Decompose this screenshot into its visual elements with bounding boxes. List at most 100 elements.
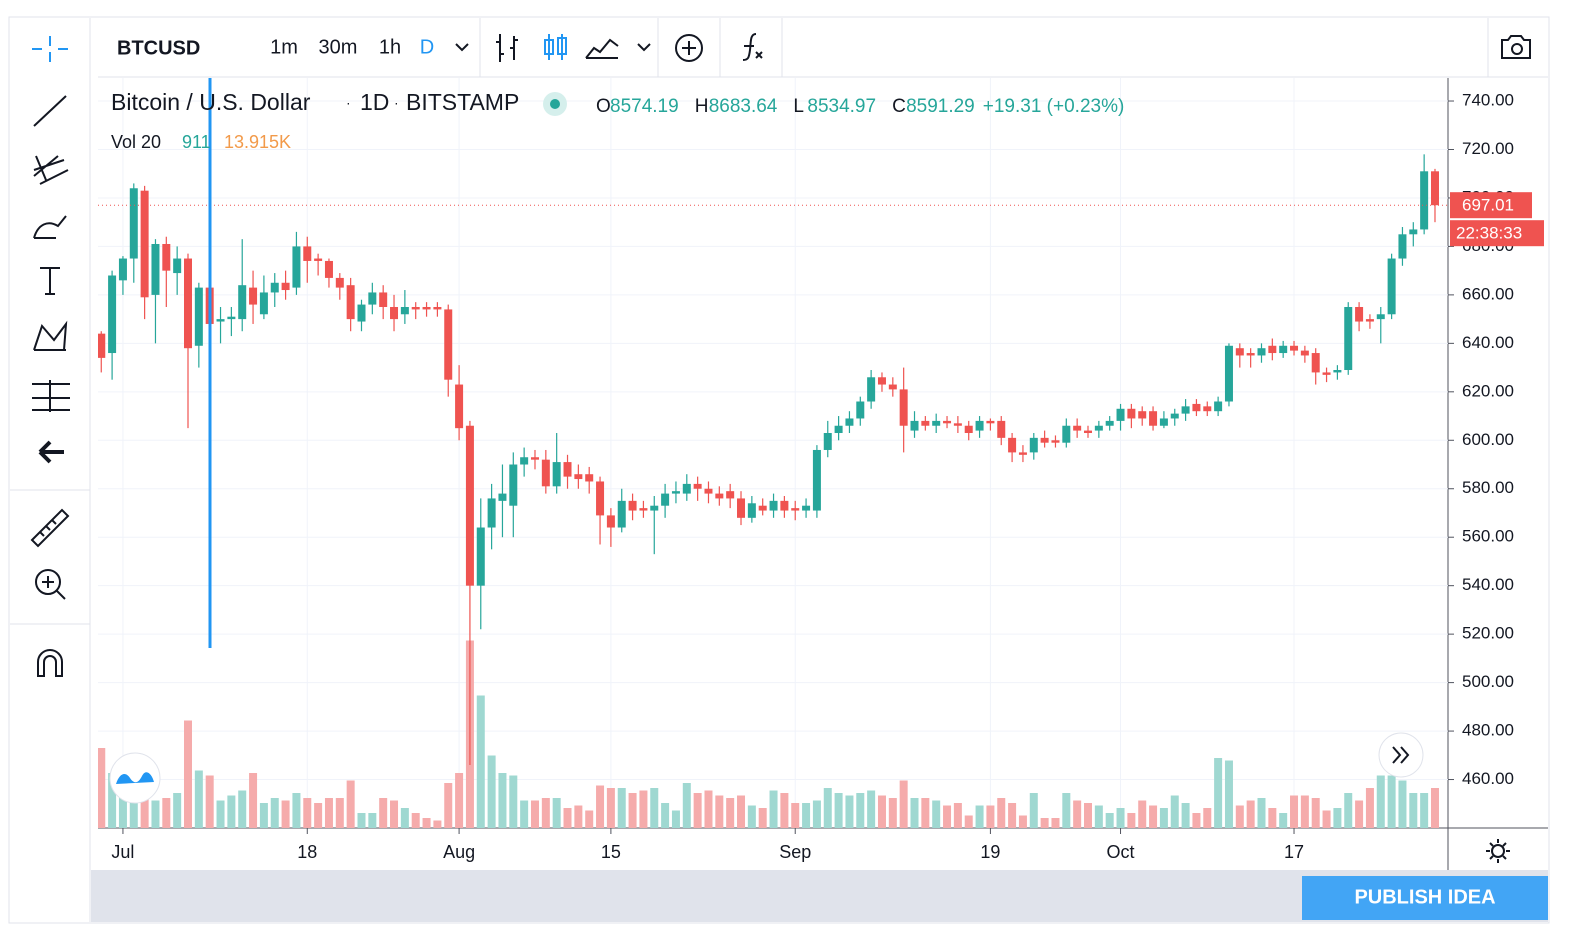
symbol[interactable]: BTCUSD xyxy=(117,37,200,59)
candle-body xyxy=(541,459,550,487)
candle-body xyxy=(346,285,355,320)
volume-bar xyxy=(1138,800,1147,828)
candle-body xyxy=(975,420,984,431)
pattern-tool[interactable] xyxy=(33,320,68,351)
x-tick-label: Sep xyxy=(779,842,811,862)
volume-bar xyxy=(433,820,442,828)
volume-bar xyxy=(693,793,702,828)
volume-bar xyxy=(108,773,117,828)
volume-bar xyxy=(1300,795,1309,828)
volume-bar xyxy=(314,803,323,828)
brush-tool[interactable] xyxy=(33,215,67,239)
volume-bar xyxy=(1008,803,1017,828)
interval[interactable]: 30m xyxy=(319,36,358,58)
volume-bar xyxy=(444,783,453,828)
candle-body xyxy=(530,457,539,460)
candle-body xyxy=(1062,425,1071,443)
candle-body xyxy=(953,423,962,426)
interval-active[interactable]: D xyxy=(420,36,434,58)
candle-body xyxy=(921,420,930,426)
volume-bar xyxy=(758,808,767,828)
volume-bar xyxy=(541,798,550,828)
interval[interactable]: 1m xyxy=(270,36,298,58)
pitchfork-tool[interactable] xyxy=(33,155,69,185)
prediction-tool[interactable] xyxy=(32,380,70,412)
volume-bar xyxy=(530,800,539,828)
bar-style[interactable] xyxy=(496,34,518,62)
crosshair-tool[interactable] xyxy=(32,36,68,62)
ruler-tool[interactable] xyxy=(30,508,70,548)
settings[interactable] xyxy=(1486,839,1510,863)
volume-bar xyxy=(1290,795,1299,828)
candle-body xyxy=(867,377,876,402)
volume-bar xyxy=(455,773,464,828)
publish-button[interactable] xyxy=(1302,876,1548,920)
indicators[interactable] xyxy=(585,38,619,59)
candle-body xyxy=(1040,437,1049,443)
text-tool[interactable] xyxy=(40,267,60,295)
magnet-tool[interactable] xyxy=(37,649,63,677)
countdown: 22:38:33 xyxy=(1456,224,1522,243)
volume-bar xyxy=(140,798,149,828)
candle-body xyxy=(1376,314,1385,320)
volume-bar xyxy=(812,800,821,828)
screenshot[interactable] xyxy=(1501,35,1531,59)
volume-bar xyxy=(606,788,615,828)
y-tick-label: 740.00 xyxy=(1462,91,1514,110)
back-tool[interactable] xyxy=(38,440,64,464)
volume-bar xyxy=(151,800,160,828)
interval-menu[interactable] xyxy=(455,43,469,52)
candle-style[interactable] xyxy=(544,34,567,60)
indicators-menu[interactable] xyxy=(637,43,651,52)
candle-body xyxy=(1203,406,1212,412)
volume-bar xyxy=(986,805,995,828)
y-tick-label: 460.00 xyxy=(1462,769,1514,788)
volume-bar xyxy=(628,793,637,828)
candle-body xyxy=(1365,319,1374,322)
volume-bar xyxy=(259,803,268,828)
volume-bar xyxy=(563,808,572,828)
volume-bar xyxy=(726,798,735,828)
legend-interval: 1D xyxy=(360,89,389,115)
candle-body xyxy=(129,188,138,259)
volume-bar xyxy=(747,805,756,828)
candle-body xyxy=(1224,345,1233,402)
candle-body xyxy=(1290,345,1299,351)
interval[interactable]: 1h xyxy=(379,36,401,58)
logo[interactable] xyxy=(109,752,161,804)
trendline-tool[interactable] xyxy=(33,95,67,127)
candle-body xyxy=(227,316,236,320)
candle-body xyxy=(118,258,127,281)
candle-body xyxy=(693,483,702,489)
candle-body xyxy=(596,481,605,516)
candle-body xyxy=(747,503,756,518)
candle-body xyxy=(1322,372,1331,375)
volume-bar xyxy=(205,775,214,828)
plot-area xyxy=(98,78,1448,828)
candle-body xyxy=(715,493,724,499)
separator: · xyxy=(346,95,351,111)
zoom-tool[interactable] xyxy=(35,569,61,595)
volume-bar xyxy=(1279,813,1288,828)
candle-body xyxy=(411,306,420,310)
candle-body xyxy=(932,420,941,426)
y-tick-label: 640.00 xyxy=(1462,333,1514,352)
candle-body xyxy=(704,488,713,494)
formula[interactable] xyxy=(742,33,763,61)
volume-bar xyxy=(1246,800,1255,828)
compare[interactable] xyxy=(675,34,703,62)
candle-body xyxy=(1344,306,1353,371)
candle-body xyxy=(661,493,670,506)
candle-body xyxy=(498,493,507,501)
volume-bar xyxy=(877,795,886,828)
candle-body xyxy=(899,389,908,426)
volume-bar xyxy=(650,788,659,828)
candle-body xyxy=(303,246,312,261)
y-tick-label: 560.00 xyxy=(1462,527,1514,546)
x-tick-label: Oct xyxy=(1107,842,1135,862)
candle-body xyxy=(910,420,919,431)
volume-bar xyxy=(368,813,377,828)
volume-bar xyxy=(1355,800,1364,828)
volume-bar xyxy=(617,788,626,828)
legend-exchange: BITSTAMP xyxy=(406,89,519,115)
